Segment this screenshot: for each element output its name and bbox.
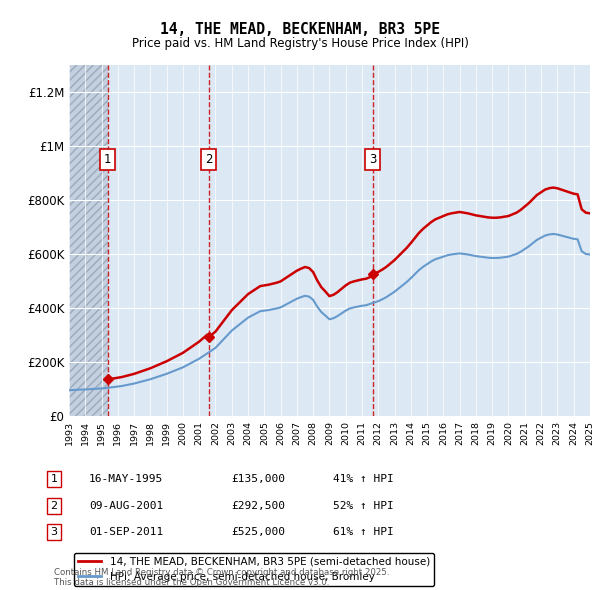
Text: Contains HM Land Registry data © Crown copyright and database right 2025.
This d: Contains HM Land Registry data © Crown c… <box>54 568 389 587</box>
Text: 14, THE MEAD, BECKENHAM, BR3 5PE: 14, THE MEAD, BECKENHAM, BR3 5PE <box>160 22 440 37</box>
Text: £292,500: £292,500 <box>231 501 285 510</box>
Text: £135,000: £135,000 <box>231 474 285 484</box>
Text: 1: 1 <box>104 153 112 166</box>
Text: 16-MAY-1995: 16-MAY-1995 <box>89 474 163 484</box>
Text: £525,000: £525,000 <box>231 527 285 537</box>
Text: 2: 2 <box>205 153 213 166</box>
Text: 3: 3 <box>50 527 58 537</box>
Text: Price paid vs. HM Land Registry's House Price Index (HPI): Price paid vs. HM Land Registry's House … <box>131 37 469 50</box>
Text: 2: 2 <box>50 501 58 510</box>
Text: 1: 1 <box>50 474 58 484</box>
Text: 01-SEP-2011: 01-SEP-2011 <box>89 527 163 537</box>
Text: 61% ↑ HPI: 61% ↑ HPI <box>333 527 394 537</box>
Text: 41% ↑ HPI: 41% ↑ HPI <box>333 474 394 484</box>
Text: 3: 3 <box>369 153 377 166</box>
Text: 52% ↑ HPI: 52% ↑ HPI <box>333 501 394 510</box>
Text: 09-AUG-2001: 09-AUG-2001 <box>89 501 163 510</box>
Legend: 14, THE MEAD, BECKENHAM, BR3 5PE (semi-detached house), HPI: Average price, semi: 14, THE MEAD, BECKENHAM, BR3 5PE (semi-d… <box>74 553 434 586</box>
